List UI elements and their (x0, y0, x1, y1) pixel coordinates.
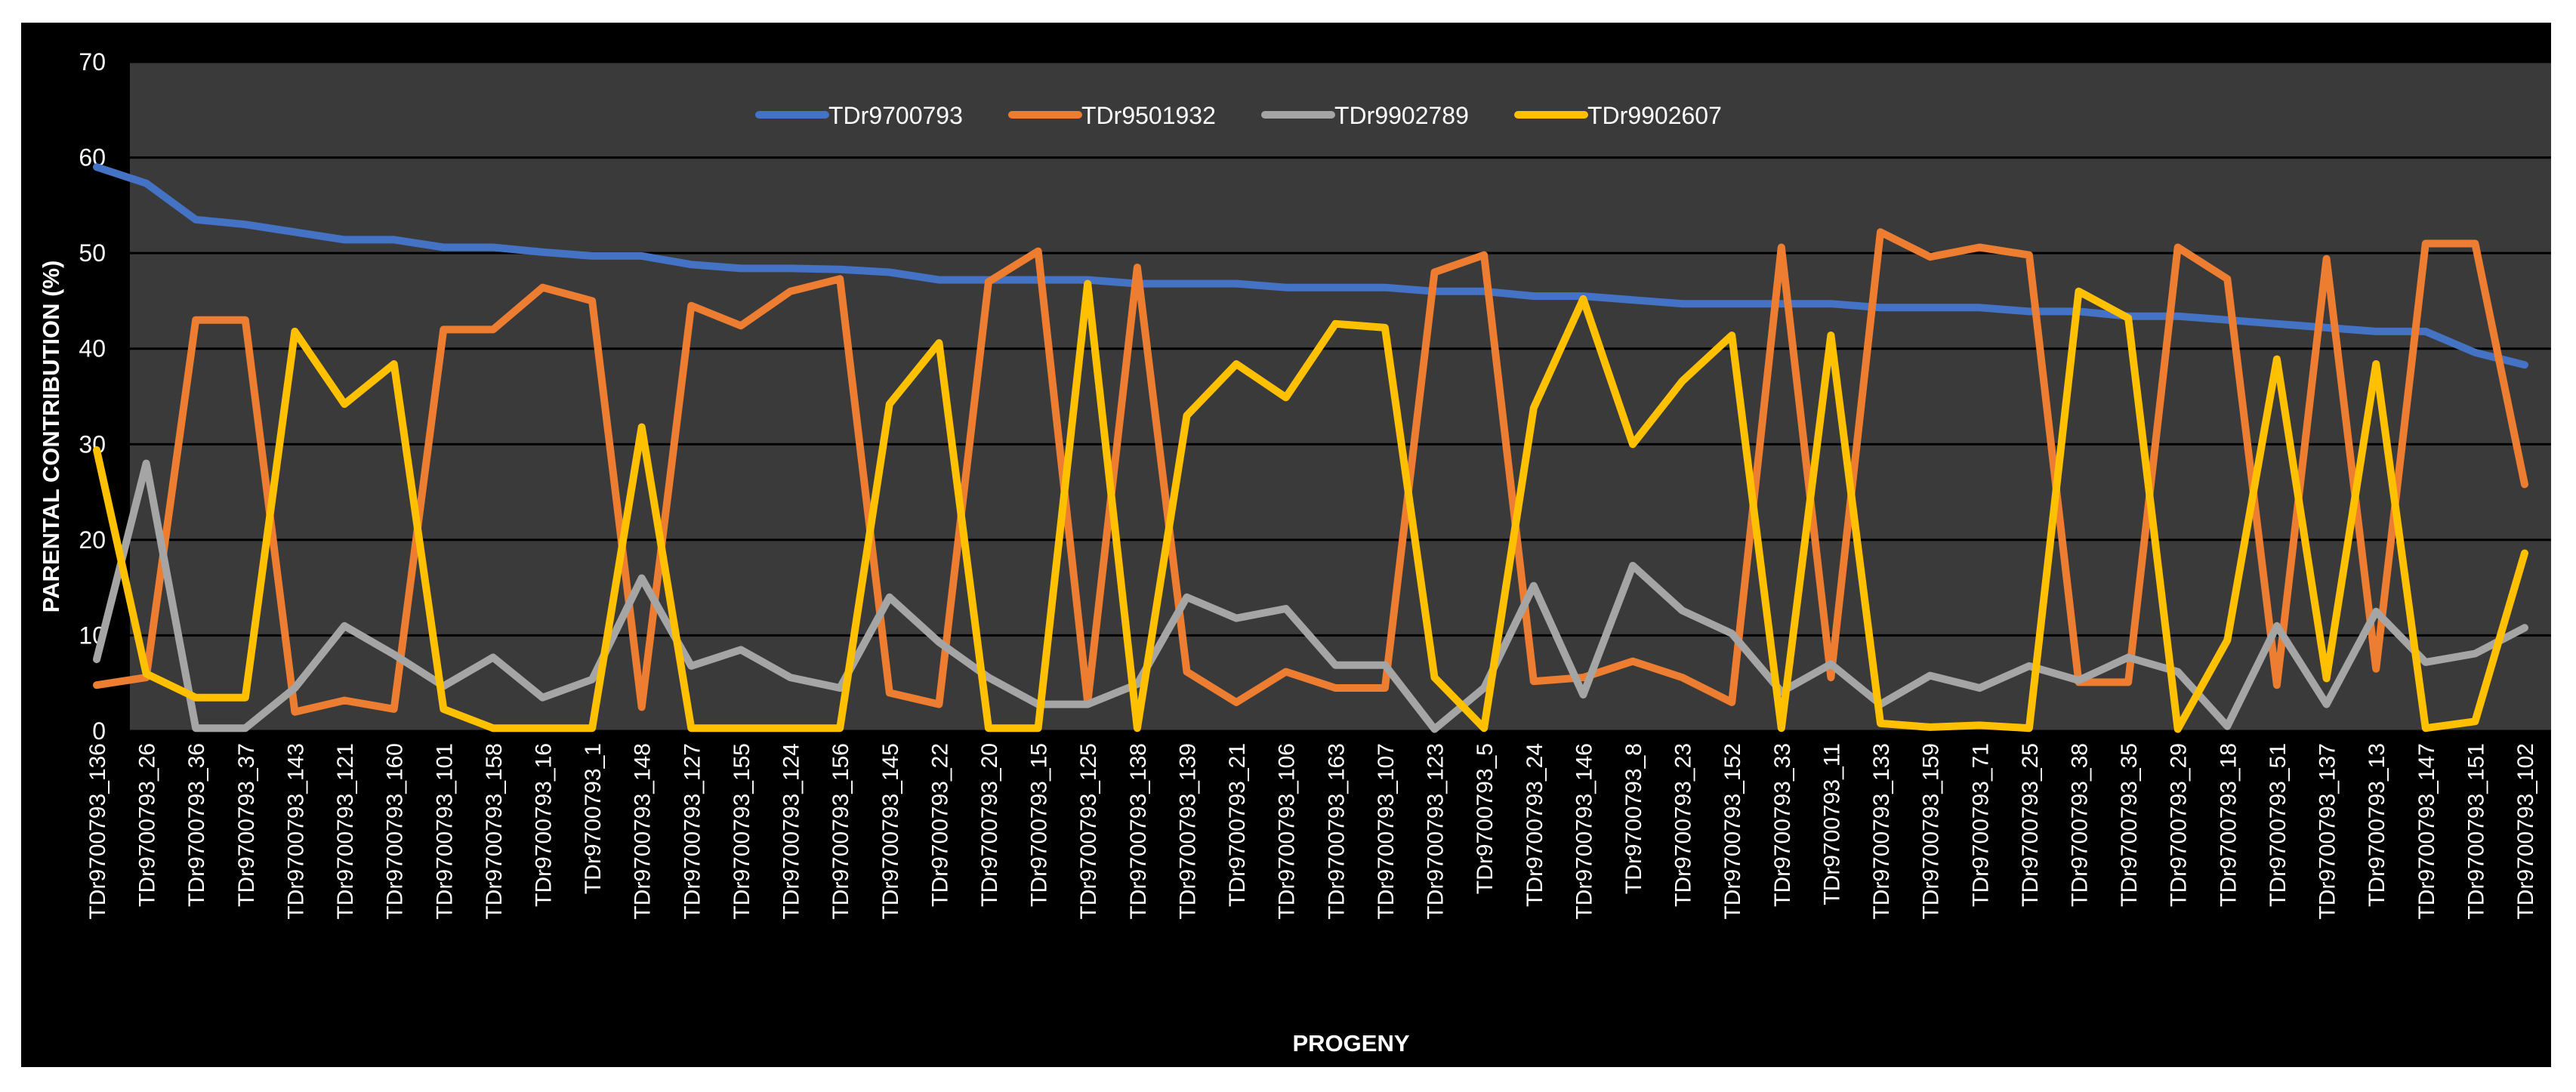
legend-label: TDr9501932 (1081, 102, 1216, 129)
x-tick-label: TDr9700793_121 (333, 743, 358, 920)
x-tick-label: TDr9700793_20 (977, 743, 1002, 907)
x-tick-label: TDr9700793_24 (1522, 743, 1547, 907)
x-tick-label: TDr9700793_13 (2365, 743, 2389, 907)
x-tick-label: TDr9700793_146 (1572, 743, 1597, 920)
x-tick-label: TDr9700793_71 (1968, 743, 1993, 907)
legend-label: TDr9700793 (828, 102, 963, 129)
series-line-TDr9501932 (93, 228, 2528, 716)
y-tick-label: 0 (92, 717, 106, 745)
x-tick-label: TDr9700793_5 (1473, 743, 1498, 894)
legend-label: TDr9902789 (1334, 102, 1469, 129)
x-tick-label: TDr9700793_8 (1621, 743, 1646, 894)
x-tick-label: TDr9700793_36 (184, 743, 209, 907)
x-tick-label: TDr9700793_145 (878, 743, 903, 920)
x-tick-label: TDr9700793_133 (1869, 743, 1894, 920)
x-tick-label: TDr9700793_106 (1275, 743, 1300, 920)
x-tick-label: TDr9700793_101 (432, 743, 457, 920)
x-tick-label: TDr9700793_38 (2067, 743, 2092, 907)
x-tick-label: TDr9700793_35 (2117, 743, 2142, 907)
x-tick-label: TDr9700793_15 (1027, 743, 1052, 907)
x-tick-label: TDr9700793_23 (1671, 743, 1696, 907)
y-axis-title: PARENTAL CONTRIBUTION (%) (38, 261, 64, 613)
x-tick-label: TDr9700793_138 (1126, 743, 1151, 920)
x-tick-label: TDr9700793_143 (283, 743, 308, 920)
x-tick-label: TDr9700793_22 (927, 743, 952, 907)
x-tick-label: TDr9700793_160 (383, 743, 408, 920)
legend: TDr9700793 TDr9501932 TDr9902789 TDr9902607 (755, 102, 1722, 129)
x-tick-label: TDr9700793_21 (1225, 743, 1250, 907)
x-tick-label: TDr9700793_137 (2315, 743, 2340, 920)
x-axis-title: PROGENY (1292, 1030, 1409, 1057)
x-tick-label: TDr9700793_156 (828, 743, 853, 920)
x-tick-label: TDr9700793_136 (85, 743, 110, 920)
y-tick-label: 50 (79, 239, 106, 267)
y-tick-label: 30 (79, 430, 106, 458)
x-tick-label: TDr9700793_29 (2167, 743, 2192, 907)
series-lines (93, 163, 2528, 733)
x-tick-label: TDr9700793_18 (2216, 743, 2241, 907)
x-tick-label: TDr9700793_147 (2414, 743, 2439, 920)
series-line-TDr9902789 (93, 459, 2528, 733)
x-tick-label: TDr9700793_124 (779, 743, 804, 920)
x-tick-label: TDr9700793_123 (1424, 743, 1448, 920)
y-tick-label: 20 (79, 526, 106, 554)
x-tick-label: TDr9700793_1 (581, 743, 606, 894)
x-tick-label: TDr9700793_127 (680, 743, 705, 920)
x-tick-label: TDr9700793_155 (730, 743, 754, 920)
y-tick-label: 70 (79, 48, 106, 76)
y-tick-label: 40 (79, 335, 106, 362)
x-tick-label: TDr9700793_125 (1076, 743, 1101, 920)
x-tick-label: TDr9700793_139 (1175, 743, 1200, 920)
x-tick-label: TDr9700793_102 (2513, 743, 2538, 920)
x-tick-label: TDr9700793_25 (2018, 743, 2043, 907)
x-tick-label: TDr9700793_107 (1374, 743, 1399, 920)
x-tick-label: TDr9700793_37 (234, 743, 259, 907)
series-line-TDr9902607 (93, 279, 2528, 733)
x-axis-ticks: TDr9700793_136 TDr9700793_26 TDr9700793_36… (85, 743, 2538, 920)
x-tick-label: TDr9700793_151 (2463, 743, 2488, 920)
plot-area (130, 62, 2551, 731)
x-tick-label: TDr9700793_152 (1720, 743, 1745, 920)
x-tick-label: TDr9700793_11 (1819, 743, 1844, 905)
x-tick-label: TDr9700793_158 (482, 743, 507, 920)
x-tick-label: TDr9700793_26 (135, 743, 160, 907)
legend-label: TDr9902607 (1587, 102, 1722, 129)
x-tick-label: TDr9700793_33 (1770, 743, 1795, 907)
x-tick-label: TDr9700793_148 (631, 743, 656, 920)
x-tick-label: TDr9700793_51 (2266, 743, 2291, 907)
x-tick-label: TDr9700793_16 (532, 743, 557, 907)
x-tick-label: TDr9700793_163 (1324, 743, 1349, 920)
x-tick-label: TDr9700793_159 (1919, 743, 1944, 920)
